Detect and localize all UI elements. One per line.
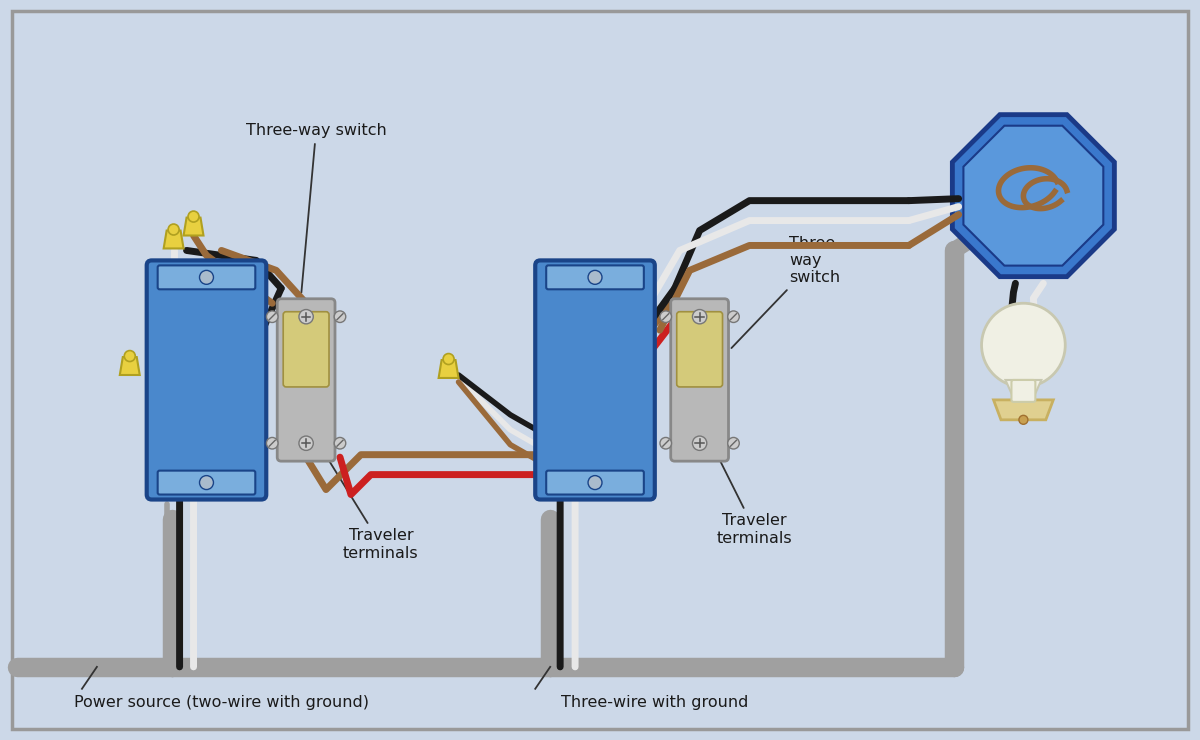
Circle shape	[443, 354, 454, 365]
Polygon shape	[120, 357, 139, 375]
Text: Three-way switch: Three-way switch	[246, 124, 386, 292]
Circle shape	[168, 224, 179, 235]
Circle shape	[588, 270, 602, 284]
Circle shape	[982, 303, 1066, 387]
Circle shape	[299, 436, 313, 451]
Polygon shape	[1006, 380, 1042, 398]
Circle shape	[125, 351, 136, 362]
FancyBboxPatch shape	[283, 312, 329, 387]
Circle shape	[692, 436, 707, 451]
Text: Three-
way
switch: Three- way switch	[732, 235, 841, 348]
Circle shape	[335, 437, 346, 449]
FancyBboxPatch shape	[546, 266, 644, 289]
Text: Power source (two-wire with ground): Power source (two-wire with ground)	[74, 696, 368, 710]
Circle shape	[727, 437, 739, 449]
Circle shape	[266, 437, 278, 449]
FancyBboxPatch shape	[277, 299, 335, 461]
FancyBboxPatch shape	[677, 312, 722, 387]
FancyBboxPatch shape	[146, 260, 266, 500]
Polygon shape	[994, 400, 1054, 420]
Circle shape	[660, 437, 672, 449]
Text: Three-wire with ground: Three-wire with ground	[562, 696, 749, 710]
Polygon shape	[964, 126, 1103, 266]
FancyBboxPatch shape	[546, 471, 644, 494]
FancyBboxPatch shape	[671, 299, 728, 461]
Text: Traveler
terminals: Traveler terminals	[710, 443, 792, 545]
Circle shape	[199, 476, 214, 490]
Polygon shape	[163, 231, 184, 249]
Circle shape	[188, 211, 199, 222]
Circle shape	[692, 309, 707, 324]
Circle shape	[199, 270, 214, 284]
Circle shape	[299, 309, 313, 324]
FancyBboxPatch shape	[157, 266, 256, 289]
Circle shape	[1019, 415, 1028, 424]
Polygon shape	[953, 115, 1115, 277]
FancyBboxPatch shape	[157, 471, 256, 494]
FancyBboxPatch shape	[535, 260, 655, 500]
FancyBboxPatch shape	[1012, 380, 1036, 402]
Polygon shape	[184, 218, 204, 235]
Circle shape	[660, 311, 672, 323]
Circle shape	[266, 311, 278, 323]
Text: Traveler
terminals: Traveler terminals	[318, 442, 419, 560]
Polygon shape	[439, 360, 458, 378]
Circle shape	[335, 311, 346, 323]
Circle shape	[588, 476, 602, 490]
FancyBboxPatch shape	[12, 11, 1188, 729]
Circle shape	[727, 311, 739, 323]
